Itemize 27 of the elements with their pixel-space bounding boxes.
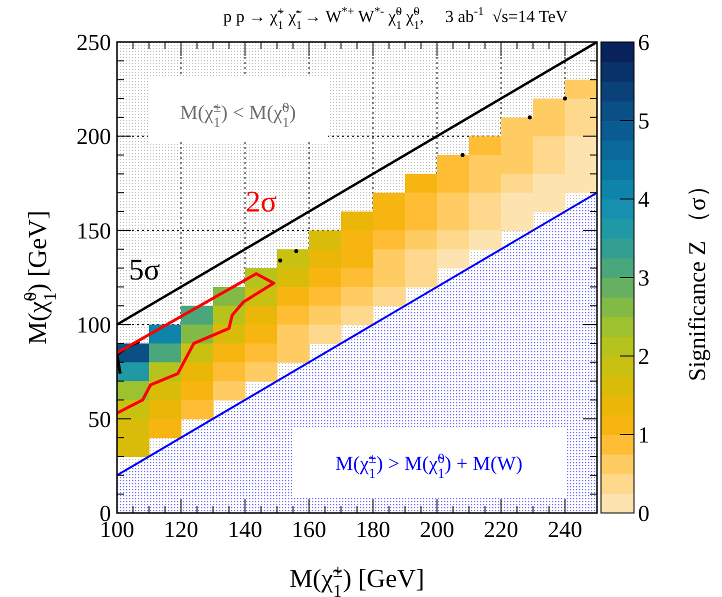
color-bar-label: 1 — [638, 422, 650, 448]
color-bar-label: 3 — [638, 266, 650, 290]
point — [460, 153, 465, 158]
x-tick-label: 140 — [228, 517, 262, 542]
x-tick-label: 220 — [484, 517, 518, 542]
x-tick-label: 180 — [356, 517, 390, 542]
y-tick-label: 250 — [76, 30, 111, 55]
y-tick-label: 150 — [76, 218, 111, 244]
point — [563, 96, 567, 101]
series-label: 2σ — [246, 186, 277, 219]
series-label: 5σ — [128, 254, 160, 287]
x-tick-label: 160 — [292, 517, 326, 542]
x-tick-label: 120 — [164, 517, 198, 542]
color-bar-label: 2 — [638, 344, 650, 369]
x-tick-label: 200 — [420, 517, 454, 542]
y-tick-label: 100 — [76, 312, 111, 338]
point — [528, 115, 532, 120]
color-bar-label: 5 — [638, 108, 650, 134]
point — [294, 249, 298, 254]
color-bar-label: 4 — [638, 187, 650, 212]
y-tick-label: 200 — [76, 124, 111, 150]
point — [278, 258, 282, 263]
color-bar-title: Significance Z （σ） — [685, 174, 711, 382]
x-tick-label: 240 — [548, 517, 582, 542]
y-tick-label: 50 — [88, 406, 111, 432]
color-bar-label: 0 — [638, 501, 650, 526]
color-bar-label: 6 — [638, 30, 650, 55]
